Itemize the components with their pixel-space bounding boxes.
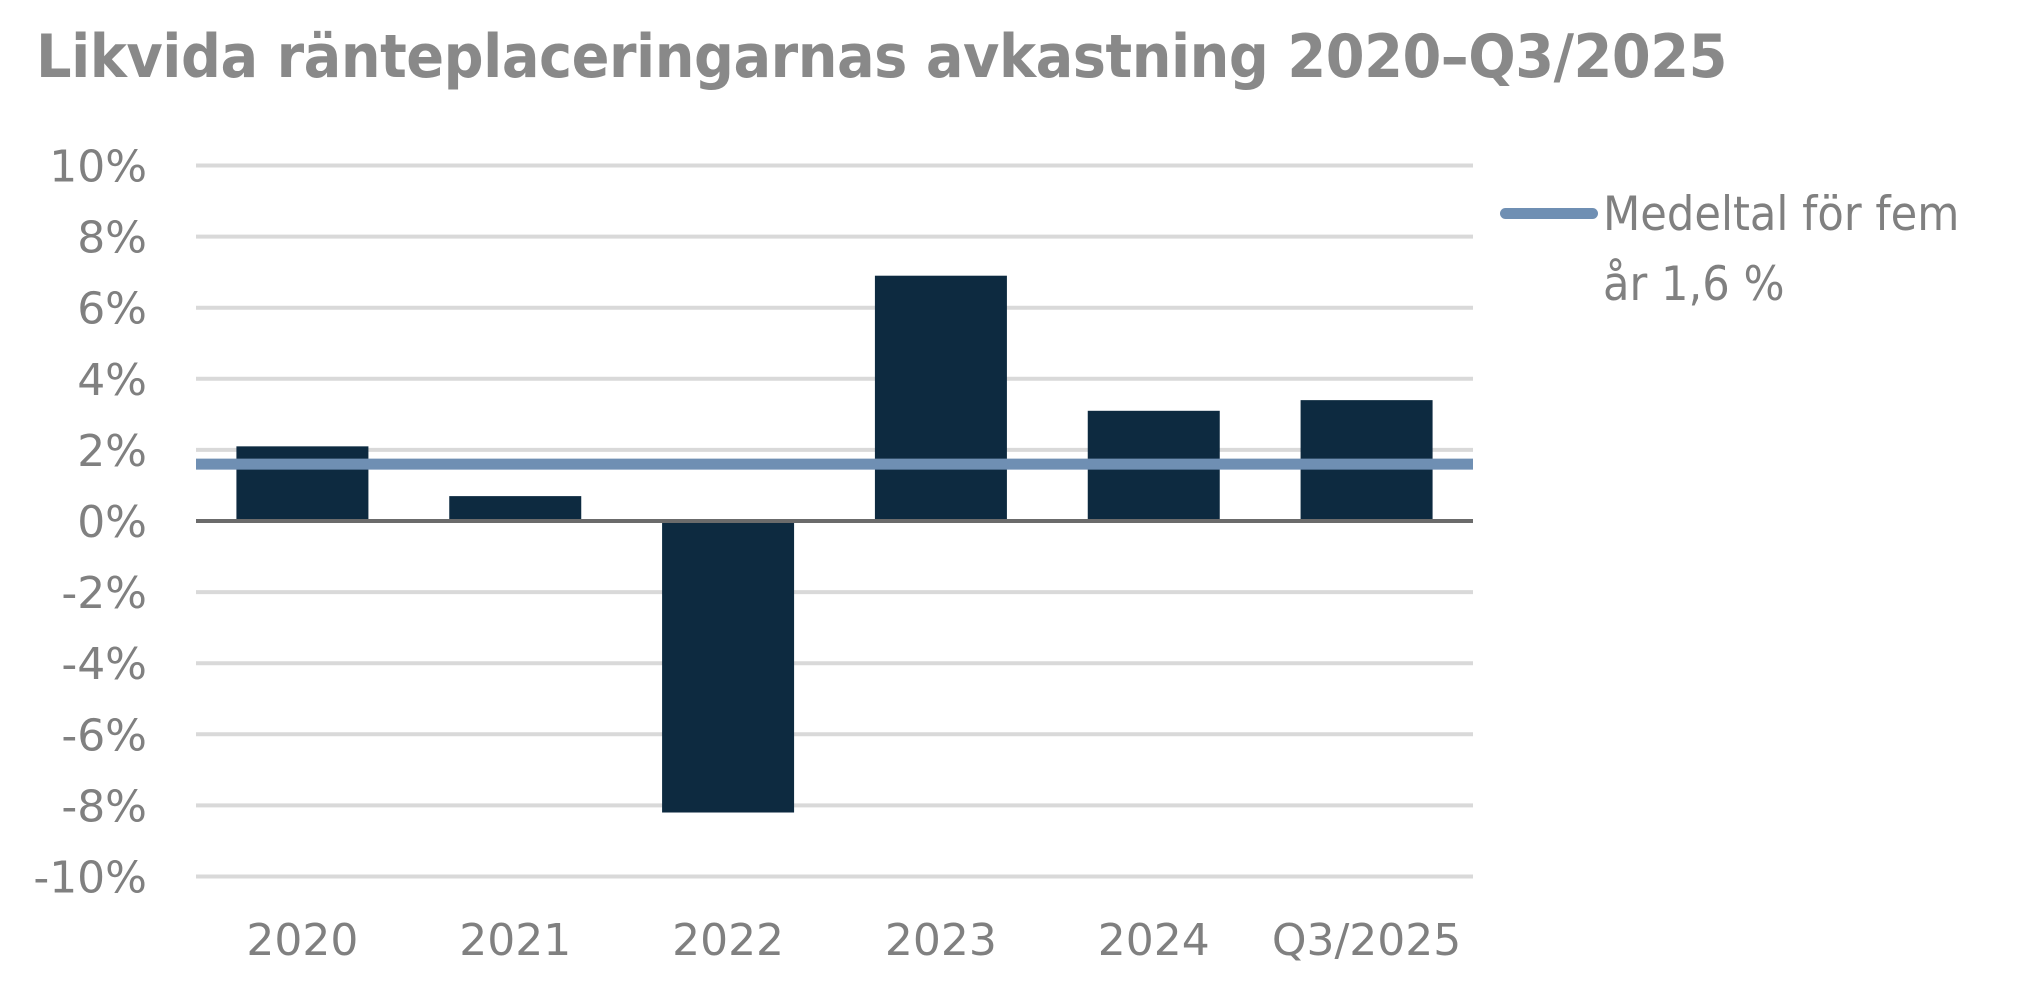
y-tick-label: 4% (77, 355, 147, 406)
y-tick-label: -8% (61, 781, 147, 832)
x-axis-labels: 2020 2021 2022 2023 2024 Q3/2025 (246, 915, 1461, 966)
y-tick-label: 2% (77, 426, 147, 477)
y-tick-label: -2% (61, 568, 147, 619)
y-tick-label: 6% (77, 284, 147, 335)
bar-2023 (874, 275, 1007, 521)
bars (236, 275, 1433, 813)
x-tick-label: 2021 (459, 915, 571, 966)
x-tick-label: 2020 (246, 915, 358, 966)
y-axis-labels: 10% 8% 6% 4% 2% 0% -2% -4% -6% -8% -10% (33, 142, 147, 904)
gridlines (196, 163, 1473, 879)
x-tick-label: 2023 (885, 915, 997, 966)
x-tick-label: Q3/2025 (1272, 915, 1461, 966)
y-tick-label: 8% (77, 213, 147, 264)
bar-2022 (662, 521, 795, 813)
y-tick-label: -4% (61, 639, 147, 690)
x-tick-label: 2022 (672, 915, 784, 966)
y-tick-label: -6% (61, 710, 147, 761)
legend-line-swatch-icon (1500, 208, 1598, 219)
bar-2021 (449, 496, 582, 521)
y-tick-label: 0% (77, 497, 147, 548)
chart-title: Likvida ränteplaceringarnas avkastning 2… (36, 22, 1727, 92)
bar-2020 (236, 446, 369, 521)
y-tick-label: 10% (49, 142, 147, 193)
y-tick-label: -10% (33, 853, 147, 904)
x-tick-label: 2024 (1098, 915, 1210, 966)
legend-label: Medeltal för fem år 1,6 % (1603, 187, 1960, 312)
